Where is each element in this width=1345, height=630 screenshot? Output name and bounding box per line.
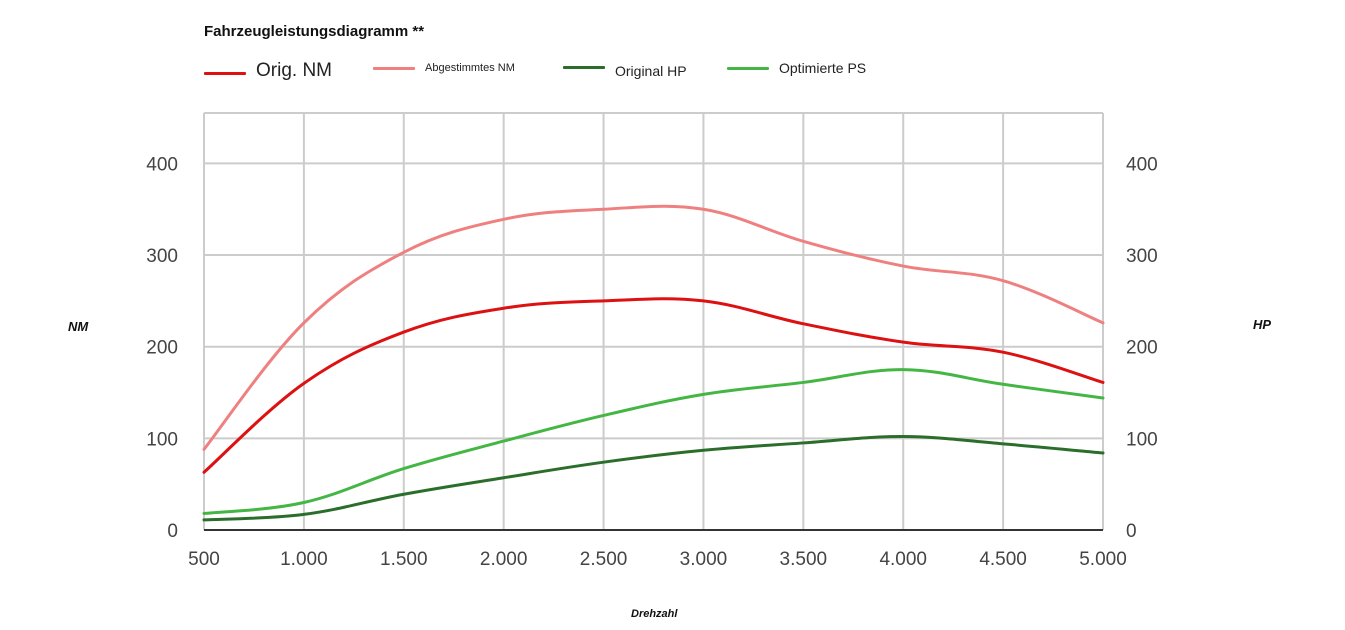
y-tick-label: 200 [146,338,178,359]
y2-tick-label: 100 [1126,429,1158,450]
y2-tick-label: 400 [1126,154,1158,175]
series-line-optimierte-ps [202,368,1105,516]
x-tick-label: 500 [188,549,220,570]
legend-swatch [727,66,769,70]
x-tick-label: 2.500 [580,549,628,570]
series-line-original-hp [202,435,1105,522]
y-tick-label: 0 [167,521,178,542]
legend-label: Original HP [615,63,687,79]
left-axis-title: NM [68,319,89,334]
y2-tick-label: 200 [1126,338,1158,359]
right-axis-title: HP [1253,317,1272,332]
legend-swatch [373,66,415,70]
x-tick-label: 4.000 [879,549,927,570]
x-tick-label: 5.000 [1079,549,1127,570]
x-tick-label: 2.000 [480,549,528,570]
x-tick-label: 3.500 [780,549,828,570]
series-line-abgestimmtes-nm [202,204,1105,451]
legend-label: Optimierte PS [779,60,867,76]
x-tick-label: 1.000 [280,549,328,570]
x-tick-label: 3.000 [680,549,728,570]
y2-tick-label: 300 [1126,246,1158,267]
chart-title: Fahrzeugleistungsdiagramm ** [204,23,425,40]
legend-item[interactable]: Optimierte PS [727,60,866,76]
legend-item[interactable]: Abgestimmtes NM [373,62,515,74]
series-line-orig-nm [202,297,1105,474]
legend-swatch [204,71,246,75]
x-axis-title: Drehzahl [631,608,678,620]
legend-item[interactable]: Original HP [563,63,687,79]
y-tick-label: 100 [146,429,178,450]
x-tick-label: 1.500 [380,549,428,570]
x-tick-label: 4.500 [979,549,1027,570]
legend-swatch [563,65,605,69]
y-tick-label: 400 [146,154,178,175]
legend-item[interactable]: Orig. NM [204,60,332,82]
y-tick-label: 300 [146,246,178,267]
legend-label: Abgestimmtes NM [425,62,515,74]
y2-tick-label: 0 [1126,521,1137,542]
legend-label: Orig. NM [256,60,332,81]
